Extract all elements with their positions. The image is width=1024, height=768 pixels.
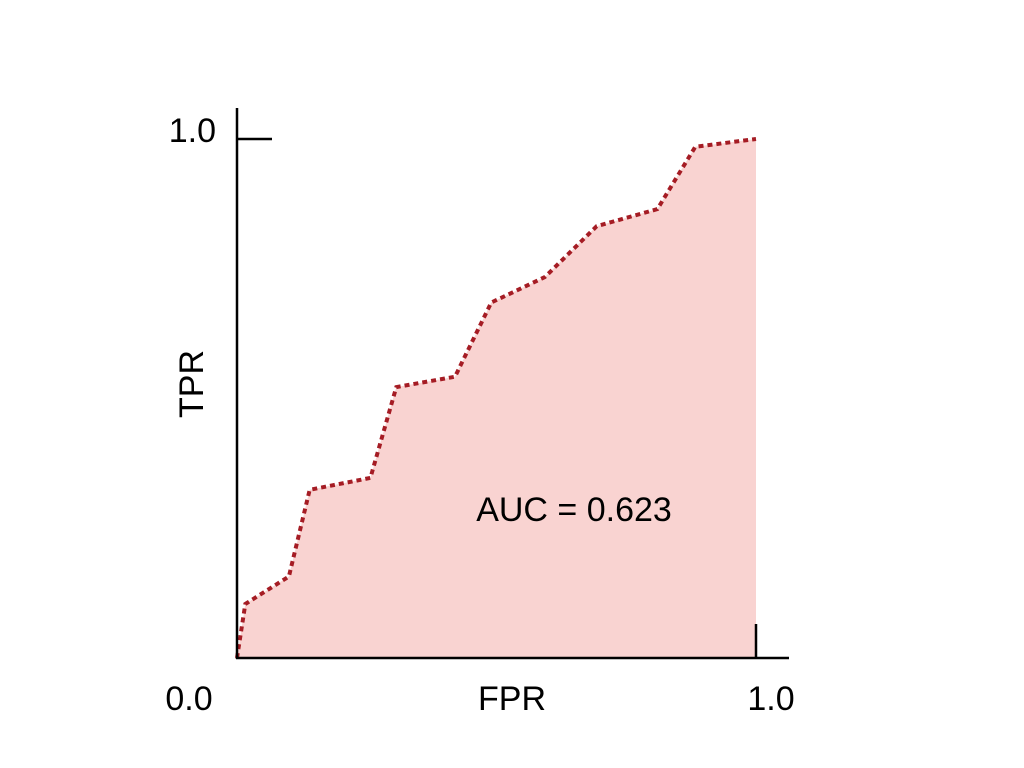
auc-annotation: AUC = 0.623 (476, 491, 672, 529)
x-tick-label-1: 1.0 (747, 680, 794, 718)
y-axis-label: TPR (173, 350, 211, 418)
roc-curve-line (235, 137, 757, 659)
x-axis-label: FPR (478, 680, 546, 718)
roc-area-fill (237, 139, 756, 658)
x-tick-label-0: 0.0 (165, 680, 212, 718)
y-tick-label-1: 1.0 (169, 112, 216, 150)
